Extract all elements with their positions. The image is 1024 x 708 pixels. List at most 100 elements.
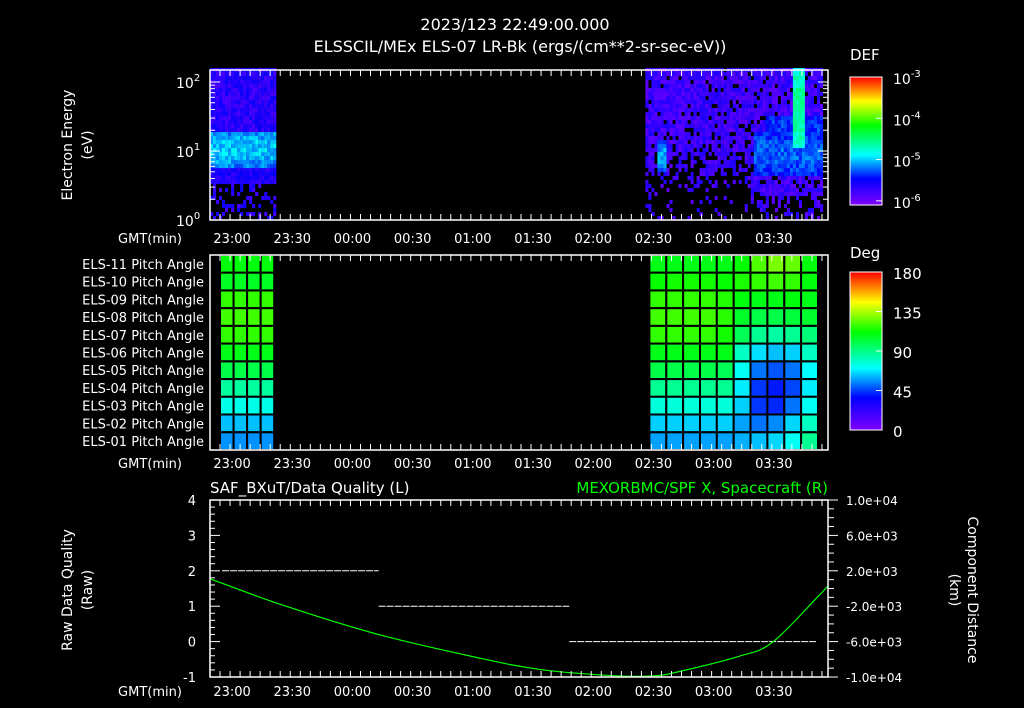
- spectrogram-cell: [681, 128, 685, 133]
- spectrogram-cell: [219, 216, 223, 221]
- spectrogram-cell: [213, 88, 217, 93]
- spectrogram-cell: [786, 88, 790, 93]
- spectrogram-cell: [771, 160, 775, 165]
- quality-axis-unit: (Raw): [80, 570, 96, 610]
- spectrogram-cell: [765, 132, 769, 137]
- spectrogram-cell: [210, 108, 214, 113]
- spectrogram-cell: [258, 148, 262, 153]
- spectrogram-cell: [814, 112, 818, 117]
- spectrogram-cell: [810, 160, 814, 165]
- spectrogram-cell: [795, 112, 799, 117]
- spectrogram-cell: [258, 116, 262, 121]
- spectrogram-cell: [264, 116, 268, 121]
- spectrogram-cell: [237, 112, 241, 117]
- spectrogram-cell: [798, 76, 802, 81]
- spectrogram-cell: [684, 144, 688, 149]
- spectrogram-cell: [786, 124, 790, 129]
- spectrogram-cell: [771, 148, 775, 153]
- spectrogram-cell: [747, 132, 751, 137]
- spectrogram-cell: [705, 72, 709, 77]
- spectrogram-cell: [807, 136, 811, 141]
- spectrogram-cell: [237, 76, 241, 81]
- spectrogram-cell: [777, 136, 781, 141]
- spectrogram-cell: [273, 84, 277, 89]
- spectrogram-cell: [798, 180, 802, 185]
- pitch-angle-cell: [219, 324, 235, 345]
- spectrogram-cell: [756, 180, 760, 185]
- spectrogram-cell: [252, 116, 256, 121]
- spectrogram-cell: [765, 116, 769, 121]
- spectrogram-cell: [273, 176, 277, 181]
- spectrogram-cell: [801, 100, 805, 105]
- spectrogram-cell: [774, 92, 778, 97]
- spectrogram-cell: [273, 212, 277, 217]
- spectrogram-cell: [729, 96, 733, 101]
- spectrogram-cell: [774, 72, 778, 77]
- spectrogram-cell: [741, 148, 745, 153]
- spectrogram-cell: [783, 128, 787, 133]
- spectrogram-cell: [270, 108, 274, 113]
- spectrogram-cell: [669, 208, 673, 213]
- spectrogram-cell: [810, 128, 814, 133]
- spectrogram-cell: [252, 140, 256, 145]
- spectrogram-cell: [744, 180, 748, 185]
- spectrogram-cell: [741, 120, 745, 125]
- spectrogram-cell: [651, 148, 655, 153]
- spectrogram-cell: [210, 112, 214, 117]
- spectrogram-cell: [258, 120, 262, 125]
- spectrogram-cell: [786, 168, 790, 173]
- spectrogram-cell: [687, 144, 691, 149]
- time-tick-label: 02:30: [635, 457, 672, 472]
- spectrogram-cell: [243, 76, 247, 81]
- spectrogram-cell: [669, 156, 673, 161]
- spectrogram-cell: [696, 76, 700, 81]
- spectrogram-cell: [255, 100, 259, 105]
- spectrogram-cell: [222, 92, 226, 97]
- spectrogram-cell: [240, 152, 244, 157]
- spectrogram-cell: [651, 76, 655, 81]
- spectrogram-cell: [249, 104, 253, 109]
- spectrogram-cell: [648, 140, 652, 145]
- spectrogram-cell: [801, 128, 805, 133]
- spectrogram-cell: [234, 92, 238, 97]
- spectrogram-cell: [693, 76, 697, 81]
- spectrogram-cell: [687, 84, 691, 89]
- spectrogram-cell: [717, 100, 721, 105]
- spectrogram-cell: [657, 128, 661, 133]
- spectrogram-cell: [216, 176, 220, 181]
- spectrogram-cell: [243, 80, 247, 85]
- spectrogram-cell: [759, 184, 763, 189]
- spectrogram-cell: [753, 156, 757, 161]
- spectrogram-cell: [246, 92, 250, 97]
- spectrogram-cell: [267, 172, 271, 177]
- spectrogram-cell: [747, 176, 751, 181]
- spectrogram-cell: [249, 164, 253, 169]
- spectrogram-cell: [786, 184, 790, 189]
- spectrogram-cell: [732, 148, 736, 153]
- spectrogram-cell: [792, 96, 796, 101]
- spectrogram-cell: [693, 160, 697, 165]
- spectrogram-cell: [687, 176, 691, 181]
- spectrogram-cell: [690, 72, 694, 77]
- spectrogram-cell: [261, 148, 265, 153]
- spectrogram-cell: [744, 176, 748, 181]
- spectrogram-cell: [654, 72, 658, 77]
- spectrogram-cell: [660, 184, 664, 189]
- spectrogram-cell: [774, 128, 778, 133]
- spectrogram-cell: [759, 208, 763, 213]
- spectrogram-cell: [786, 120, 790, 125]
- quality-title: SAF_BXuT/Data Quality (L): [210, 479, 410, 498]
- spectrogram-cell: [801, 168, 805, 173]
- spectrogram-cell: [654, 88, 658, 93]
- spectrogram-cell: [225, 136, 229, 141]
- spectrogram-cell: [684, 184, 688, 189]
- tick-exponent: 1: [194, 142, 200, 153]
- spectrogram-cell: [249, 152, 253, 157]
- spectrogram-cell: [273, 136, 277, 141]
- spectrogram-cell: [228, 100, 232, 105]
- spectrogram-cell: [804, 84, 808, 89]
- spectrogram-cell: [672, 96, 676, 101]
- spectrogram-cell: [702, 160, 706, 165]
- spectrogram-cell: [795, 116, 799, 121]
- spectrogram-cell: [231, 104, 235, 109]
